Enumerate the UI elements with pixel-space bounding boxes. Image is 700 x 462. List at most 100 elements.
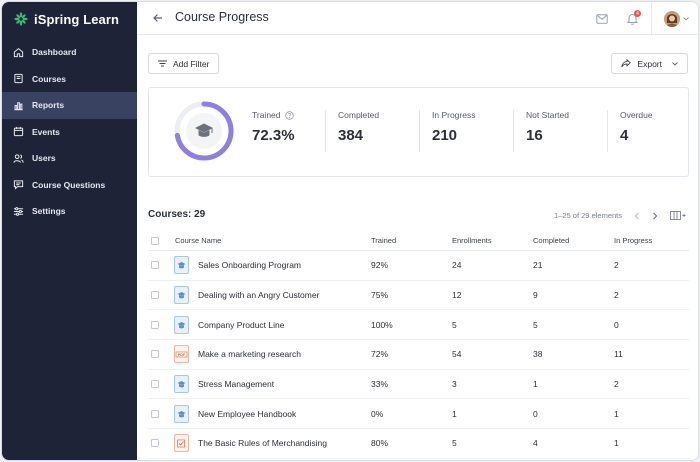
add-filter-label: Add Filter — [173, 58, 210, 69]
sidebar: iSpring Learn Dashboard Courses Reports … — [2, 2, 137, 460]
course-name[interactable]: Make a marketing research — [198, 349, 301, 360]
export-button[interactable]: Export — [611, 53, 688, 74]
pagination-summary: 1–25 of 29 elements — [554, 211, 622, 220]
cell-in-progress: 1 — [614, 438, 619, 449]
course-file-icon — [174, 315, 189, 334]
column-header-enrollments[interactable]: Enrollments — [452, 236, 492, 245]
table-row[interactable]: New Employee Handbook 0% 1 0 1 — [148, 399, 689, 430]
report-toolbar: Add Filter Export — [148, 53, 688, 75]
ispring-logo-icon — [14, 12, 28, 26]
stat-divider — [513, 110, 514, 152]
sidebar-item-courses[interactable]: Courses — [2, 66, 137, 93]
user-menu[interactable] — [652, 2, 698, 35]
stat-label: Completed — [338, 110, 380, 120]
sidebar-item-dashboard[interactable]: Dashboard — [2, 39, 137, 66]
cell-completed: 21 — [533, 260, 543, 271]
stat-not-started: Not Started 16 — [526, 110, 569, 144]
cell-in-progress: 2 — [614, 260, 619, 271]
row-checkbox[interactable] — [151, 261, 159, 270]
table-row[interactable]: PDF Make a marketing research 72% 54 38 … — [148, 340, 689, 370]
top-bar: Course Progress 4 — [137, 2, 698, 35]
columns-settings-icon[interactable] — [670, 211, 686, 220]
cell-enrollments: 12 — [452, 290, 462, 301]
cell-completed: 0 — [533, 408, 538, 419]
cell-trained: 100% — [371, 319, 393, 330]
courses-table: Course Name Trained Enrollments Complete… — [148, 231, 689, 459]
bell-icon — [626, 13, 638, 25]
mail-icon — [596, 13, 608, 24]
back-arrow-icon[interactable] — [151, 11, 165, 25]
stat-label: Trained — [252, 110, 281, 120]
sidebar-item-settings[interactable]: Settings — [2, 198, 137, 225]
column-header-in-progress[interactable]: In Progress — [614, 236, 653, 245]
table-row[interactable]: The Basic Rules of Merchandising 80% 5 4… — [148, 429, 689, 459]
row-checkbox[interactable] — [151, 439, 159, 448]
stat-value: 16 — [526, 127, 543, 144]
course-name[interactable]: Dealing with an Angry Customer — [198, 290, 320, 301]
course-name[interactable]: New Employee Handbook — [198, 408, 297, 419]
course-name[interactable]: Company Product Line — [198, 319, 285, 330]
trained-progress-fill — [174, 101, 234, 161]
cell-enrollments: 3 — [452, 379, 457, 390]
book-icon — [14, 74, 23, 84]
course-name[interactable]: The Basic Rules of Merchandising — [198, 438, 327, 449]
stat-in-progress: In Progress 210 — [432, 110, 475, 144]
column-header-completed[interactable]: Completed — [533, 236, 570, 245]
course-file-icon — [174, 375, 189, 394]
cell-enrollments: 5 — [452, 438, 457, 449]
sidebar-item-users[interactable]: Users — [2, 145, 137, 172]
column-header-course-name[interactable]: Course Name — [175, 236, 222, 245]
stat-value: 4 — [620, 127, 629, 144]
chevron-right-icon[interactable] — [652, 211, 658, 220]
table-row[interactable]: Stress Management 33% 3 1 2 — [148, 370, 689, 400]
assignment-file-icon — [174, 434, 189, 453]
cell-trained: 72% — [371, 349, 389, 360]
graduation-cap-icon — [195, 123, 213, 137]
filter-icon — [158, 60, 167, 67]
add-filter-button[interactable]: Add Filter — [148, 53, 220, 74]
home-icon — [13, 47, 24, 57]
stat-label: Overdue — [620, 110, 653, 120]
sidebar-nav: Dashboard Courses Reports Events Users C… — [2, 39, 137, 225]
select-all-checkbox[interactable] — [151, 236, 159, 245]
column-header-trained[interactable]: Trained — [371, 236, 397, 245]
table-row[interactable]: Company Product Line 100% 5 5 0 — [148, 310, 689, 341]
header-divider — [651, 2, 652, 35]
cell-completed: 1 — [533, 379, 538, 390]
course-name[interactable]: Sales Onboarding Program — [198, 260, 302, 271]
cell-enrollments: 5 — [452, 319, 457, 330]
table-row[interactable]: Dealing with an Angry Customer 75% 12 9 … — [148, 281, 689, 311]
stat-value: 72.3% — [252, 127, 295, 144]
row-checkbox[interactable] — [151, 320, 159, 329]
sidebar-item-reports[interactable]: Reports — [2, 92, 137, 119]
cell-trained: 92% — [371, 260, 389, 271]
export-label: Export — [637, 58, 662, 69]
course-name[interactable]: Stress Management — [198, 379, 275, 390]
trained-progress-ring — [174, 101, 234, 161]
table-row[interactable]: Sales Onboarding Program 92% 24 21 2 — [148, 251, 689, 281]
notifications-button[interactable]: 4 — [617, 2, 647, 35]
stat-completed: Completed 384 — [338, 110, 379, 144]
row-checkbox[interactable] — [151, 291, 159, 300]
users-icon — [13, 154, 24, 163]
help-icon[interactable] — [284, 110, 294, 120]
pdf-file-icon: PDF — [174, 345, 189, 364]
brand[interactable]: iSpring Learn — [2, 2, 137, 36]
row-checkbox[interactable] — [151, 380, 159, 389]
svg-text:PDF: PDF — [178, 353, 186, 357]
cell-in-progress: 2 — [614, 379, 619, 390]
sidebar-item-events[interactable]: Events — [2, 119, 137, 146]
notification-badge: 4 — [634, 10, 641, 17]
stat-value: 210 — [432, 127, 458, 144]
courses-count-title: Courses: 29 — [148, 209, 206, 220]
main-content: Course Progress 4 — [137, 2, 698, 460]
stats-summary: Trained 72.3% Completed 384 In Progress … — [148, 87, 689, 177]
chevron-left-icon[interactable] — [634, 211, 640, 220]
course-file-icon — [174, 404, 189, 423]
sidebar-item-course-questions[interactable]: Course Questions — [2, 172, 137, 199]
row-checkbox[interactable] — [151, 350, 159, 359]
stat-divider — [419, 110, 420, 152]
row-checkbox[interactable] — [151, 409, 159, 418]
messages-button[interactable] — [587, 2, 617, 35]
